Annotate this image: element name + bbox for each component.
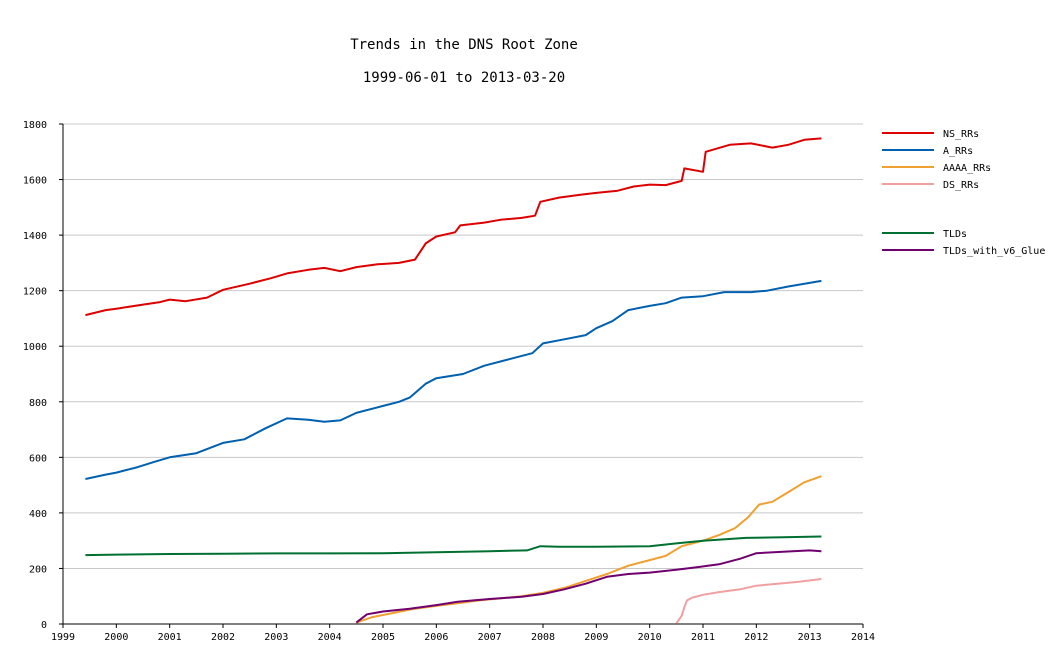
- x-tick-label: 2010: [638, 632, 662, 643]
- y-tick-label: 600: [29, 453, 47, 464]
- y-tick-label: 800: [29, 398, 47, 409]
- chart-subtitle: 1999-06-01 to 2013-03-20: [362, 70, 566, 86]
- x-tick-label: 2000: [104, 632, 128, 643]
- chart-title: Trends in the DNS Root Zone: [350, 37, 578, 53]
- x-tick-label: 2011: [691, 632, 715, 643]
- y-tick-label: 1400: [23, 231, 47, 242]
- legend-label: AAAA_RRs: [943, 163, 991, 174]
- x-tick-label: 2007: [478, 632, 502, 643]
- legend-label: TLDs_with_v6_Glue: [943, 246, 1045, 257]
- series-line-tlds-with-v6-glue: [355, 549, 822, 624]
- x-tick-label: 2002: [211, 632, 235, 643]
- legend-label: NS_RRs: [943, 129, 979, 140]
- x-tick-label: 2012: [744, 632, 768, 643]
- x-tick-label: 2003: [264, 632, 288, 643]
- series-line-aaaa-rrs: [355, 475, 822, 624]
- series-line-tlds: [85, 535, 822, 557]
- series-line-ds-rrs: [675, 578, 822, 624]
- x-tick-label: 2001: [158, 632, 182, 643]
- y-tick-label: 200: [29, 564, 47, 575]
- series-line-a-rrs: [85, 279, 822, 480]
- x-tick-label: 2005: [371, 632, 395, 643]
- legend-label: DS_RRs: [943, 180, 979, 191]
- legend-label: TLDs: [943, 229, 967, 240]
- y-tick-label: 0: [41, 620, 47, 631]
- x-tick-label: 2014: [851, 632, 875, 643]
- x-tick-label: 2006: [424, 632, 448, 643]
- axes: 0 200 400 600 800 1000 1200 1400 1600 1800 1999 200…: [23, 120, 875, 643]
- x-tick-label: 2004: [318, 632, 342, 643]
- y-tick-label: 400: [29, 509, 47, 520]
- series-lines: [85, 137, 822, 624]
- x-tick-label: 2009: [584, 632, 608, 643]
- series-line-ns-rrs: [85, 137, 822, 317]
- y-tick-label: 1800: [23, 120, 47, 131]
- y-tick-label: 1000: [23, 342, 47, 353]
- x-tick-label: 2008: [531, 632, 555, 643]
- x-tick-label: 1999: [51, 632, 75, 643]
- legend-label: A_RRs: [943, 146, 973, 157]
- y-tick-label: 1200: [23, 287, 47, 298]
- x-tick-label: 2013: [798, 632, 822, 643]
- gridlines: [63, 123, 863, 569]
- y-tick-label: 1600: [23, 176, 47, 187]
- legend: NS_RRs A_RRs AAAA_RRs DS_RRs TLDs TLDs_with_v…: [882, 129, 1045, 257]
